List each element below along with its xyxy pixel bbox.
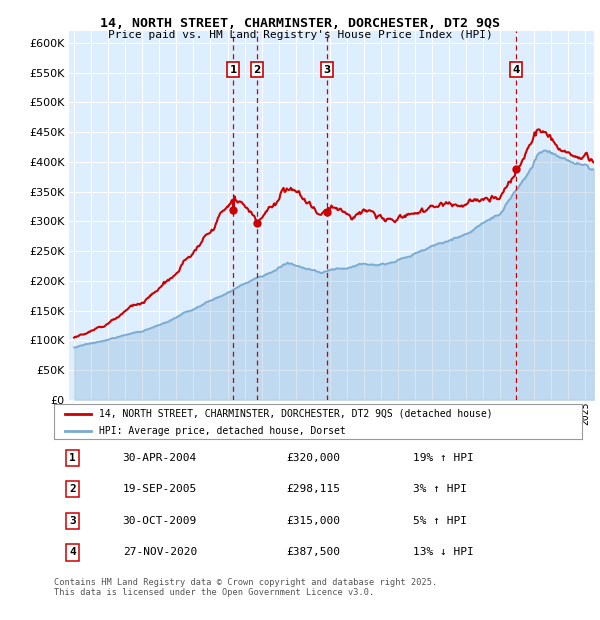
Text: Contains HM Land Registry data © Crown copyright and database right 2025.
This d: Contains HM Land Registry data © Crown c…: [54, 578, 437, 597]
Text: £387,500: £387,500: [286, 547, 340, 557]
Text: 1: 1: [69, 453, 76, 463]
Text: 19% ↑ HPI: 19% ↑ HPI: [413, 453, 474, 463]
Text: 3: 3: [69, 516, 76, 526]
Text: 13% ↓ HPI: 13% ↓ HPI: [413, 547, 474, 557]
Text: 19-SEP-2005: 19-SEP-2005: [122, 484, 197, 494]
Text: 3: 3: [323, 64, 331, 75]
Text: 4: 4: [512, 64, 520, 75]
Text: 2: 2: [69, 484, 76, 494]
Text: 30-OCT-2009: 30-OCT-2009: [122, 516, 197, 526]
Text: £320,000: £320,000: [286, 453, 340, 463]
Text: 5% ↑ HPI: 5% ↑ HPI: [413, 516, 467, 526]
Text: 3% ↑ HPI: 3% ↑ HPI: [413, 484, 467, 494]
Text: 27-NOV-2020: 27-NOV-2020: [122, 547, 197, 557]
Text: 2: 2: [253, 64, 260, 75]
Text: £315,000: £315,000: [286, 516, 340, 526]
Text: HPI: Average price, detached house, Dorset: HPI: Average price, detached house, Dors…: [99, 426, 346, 436]
Text: 30-APR-2004: 30-APR-2004: [122, 453, 197, 463]
Text: £298,115: £298,115: [286, 484, 340, 494]
Text: 1: 1: [230, 64, 237, 75]
Text: 14, NORTH STREET, CHARMINSTER, DORCHESTER, DT2 9QS: 14, NORTH STREET, CHARMINSTER, DORCHESTE…: [100, 17, 500, 30]
Text: 14, NORTH STREET, CHARMINSTER, DORCHESTER, DT2 9QS (detached house): 14, NORTH STREET, CHARMINSTER, DORCHESTE…: [99, 409, 493, 419]
Text: 4: 4: [69, 547, 76, 557]
Text: Price paid vs. HM Land Registry's House Price Index (HPI): Price paid vs. HM Land Registry's House …: [107, 30, 493, 40]
